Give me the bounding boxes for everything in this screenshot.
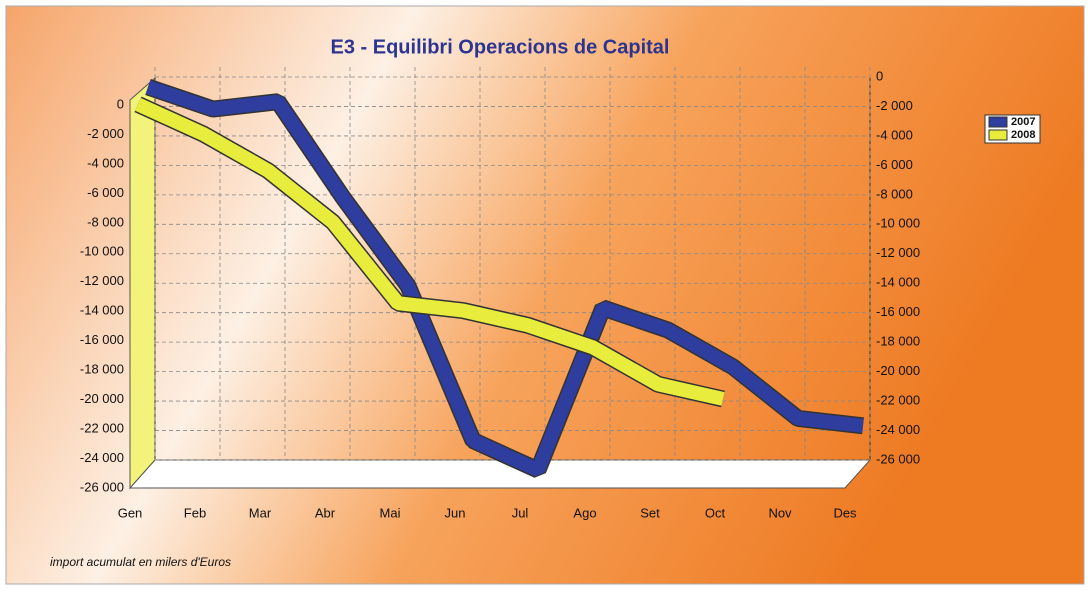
line	[135, 97, 725, 406]
y-tick-label: -14 000	[80, 303, 124, 318]
x-tick-label: Jul	[512, 505, 529, 520]
legend-swatch	[988, 116, 1008, 128]
y-tick-label: -2 000	[87, 126, 124, 141]
chart-title: E3 - Equilibri Operacions de Capital	[331, 36, 670, 58]
y-tick-label: -6 000	[87, 185, 124, 200]
x-tick-label: Gen	[118, 505, 143, 520]
y-tick-label: -22 000	[80, 421, 124, 436]
footnote: import acumulat en milers d'Euros	[50, 555, 231, 569]
y2-tick-label: -12 000	[876, 245, 920, 260]
y2-tick-label: -18 000	[876, 334, 920, 349]
y-tick-label: -24 000	[80, 450, 124, 465]
x-tick-label: Jun	[445, 505, 466, 520]
x-tick-label: Mar	[249, 505, 272, 520]
floor	[128, 459, 872, 489]
y-tick-label: 0	[117, 96, 124, 111]
y-tick-label: -8 000	[87, 214, 124, 229]
x-tick-label: Abr	[315, 505, 336, 520]
y-tick-label: -18 000	[80, 362, 124, 377]
legend-swatch	[988, 129, 1008, 141]
y-tick-label: -26 000	[80, 479, 124, 494]
y2-tick-label: -24 000	[876, 422, 920, 437]
legend-label: 2007	[1011, 116, 1035, 128]
y2-tick-label: -14 000	[876, 275, 920, 290]
x-tick-label: Oct	[705, 505, 726, 520]
x-tick-label: Nov	[768, 505, 792, 520]
line	[145, 80, 864, 477]
y2-tick-label: -6 000	[876, 157, 913, 172]
y2-tick-label: -26 000	[876, 451, 920, 466]
y2-tick-label: -8 000	[876, 186, 913, 201]
y2-tick-label: -22 000	[876, 393, 920, 408]
legend-label: 2008	[1011, 129, 1035, 141]
y-tick-label: -16 000	[80, 332, 124, 347]
side-wall	[129, 76, 156, 490]
y2-tick-label: 0	[876, 68, 883, 83]
y-tick-label: -12 000	[80, 273, 124, 288]
y2-tick-label: -10 000	[876, 216, 920, 231]
x-tick-label: Set	[640, 505, 660, 520]
y-tick-label: -10 000	[80, 244, 124, 259]
y2-tick-label: -20 000	[876, 363, 920, 378]
x-tick-label: Des	[833, 505, 857, 520]
y2-tick-label: -4 000	[876, 127, 913, 142]
y2-tick-label: -16 000	[876, 304, 920, 319]
x-tick-label: Mai	[380, 505, 401, 520]
x-tick-label: Ago	[573, 505, 596, 520]
y2-tick-label: -2 000	[876, 98, 913, 113]
y-tick-label: -4 000	[87, 155, 124, 170]
x-tick-label: Feb	[184, 505, 206, 520]
y-tick-label: -20 000	[80, 391, 124, 406]
